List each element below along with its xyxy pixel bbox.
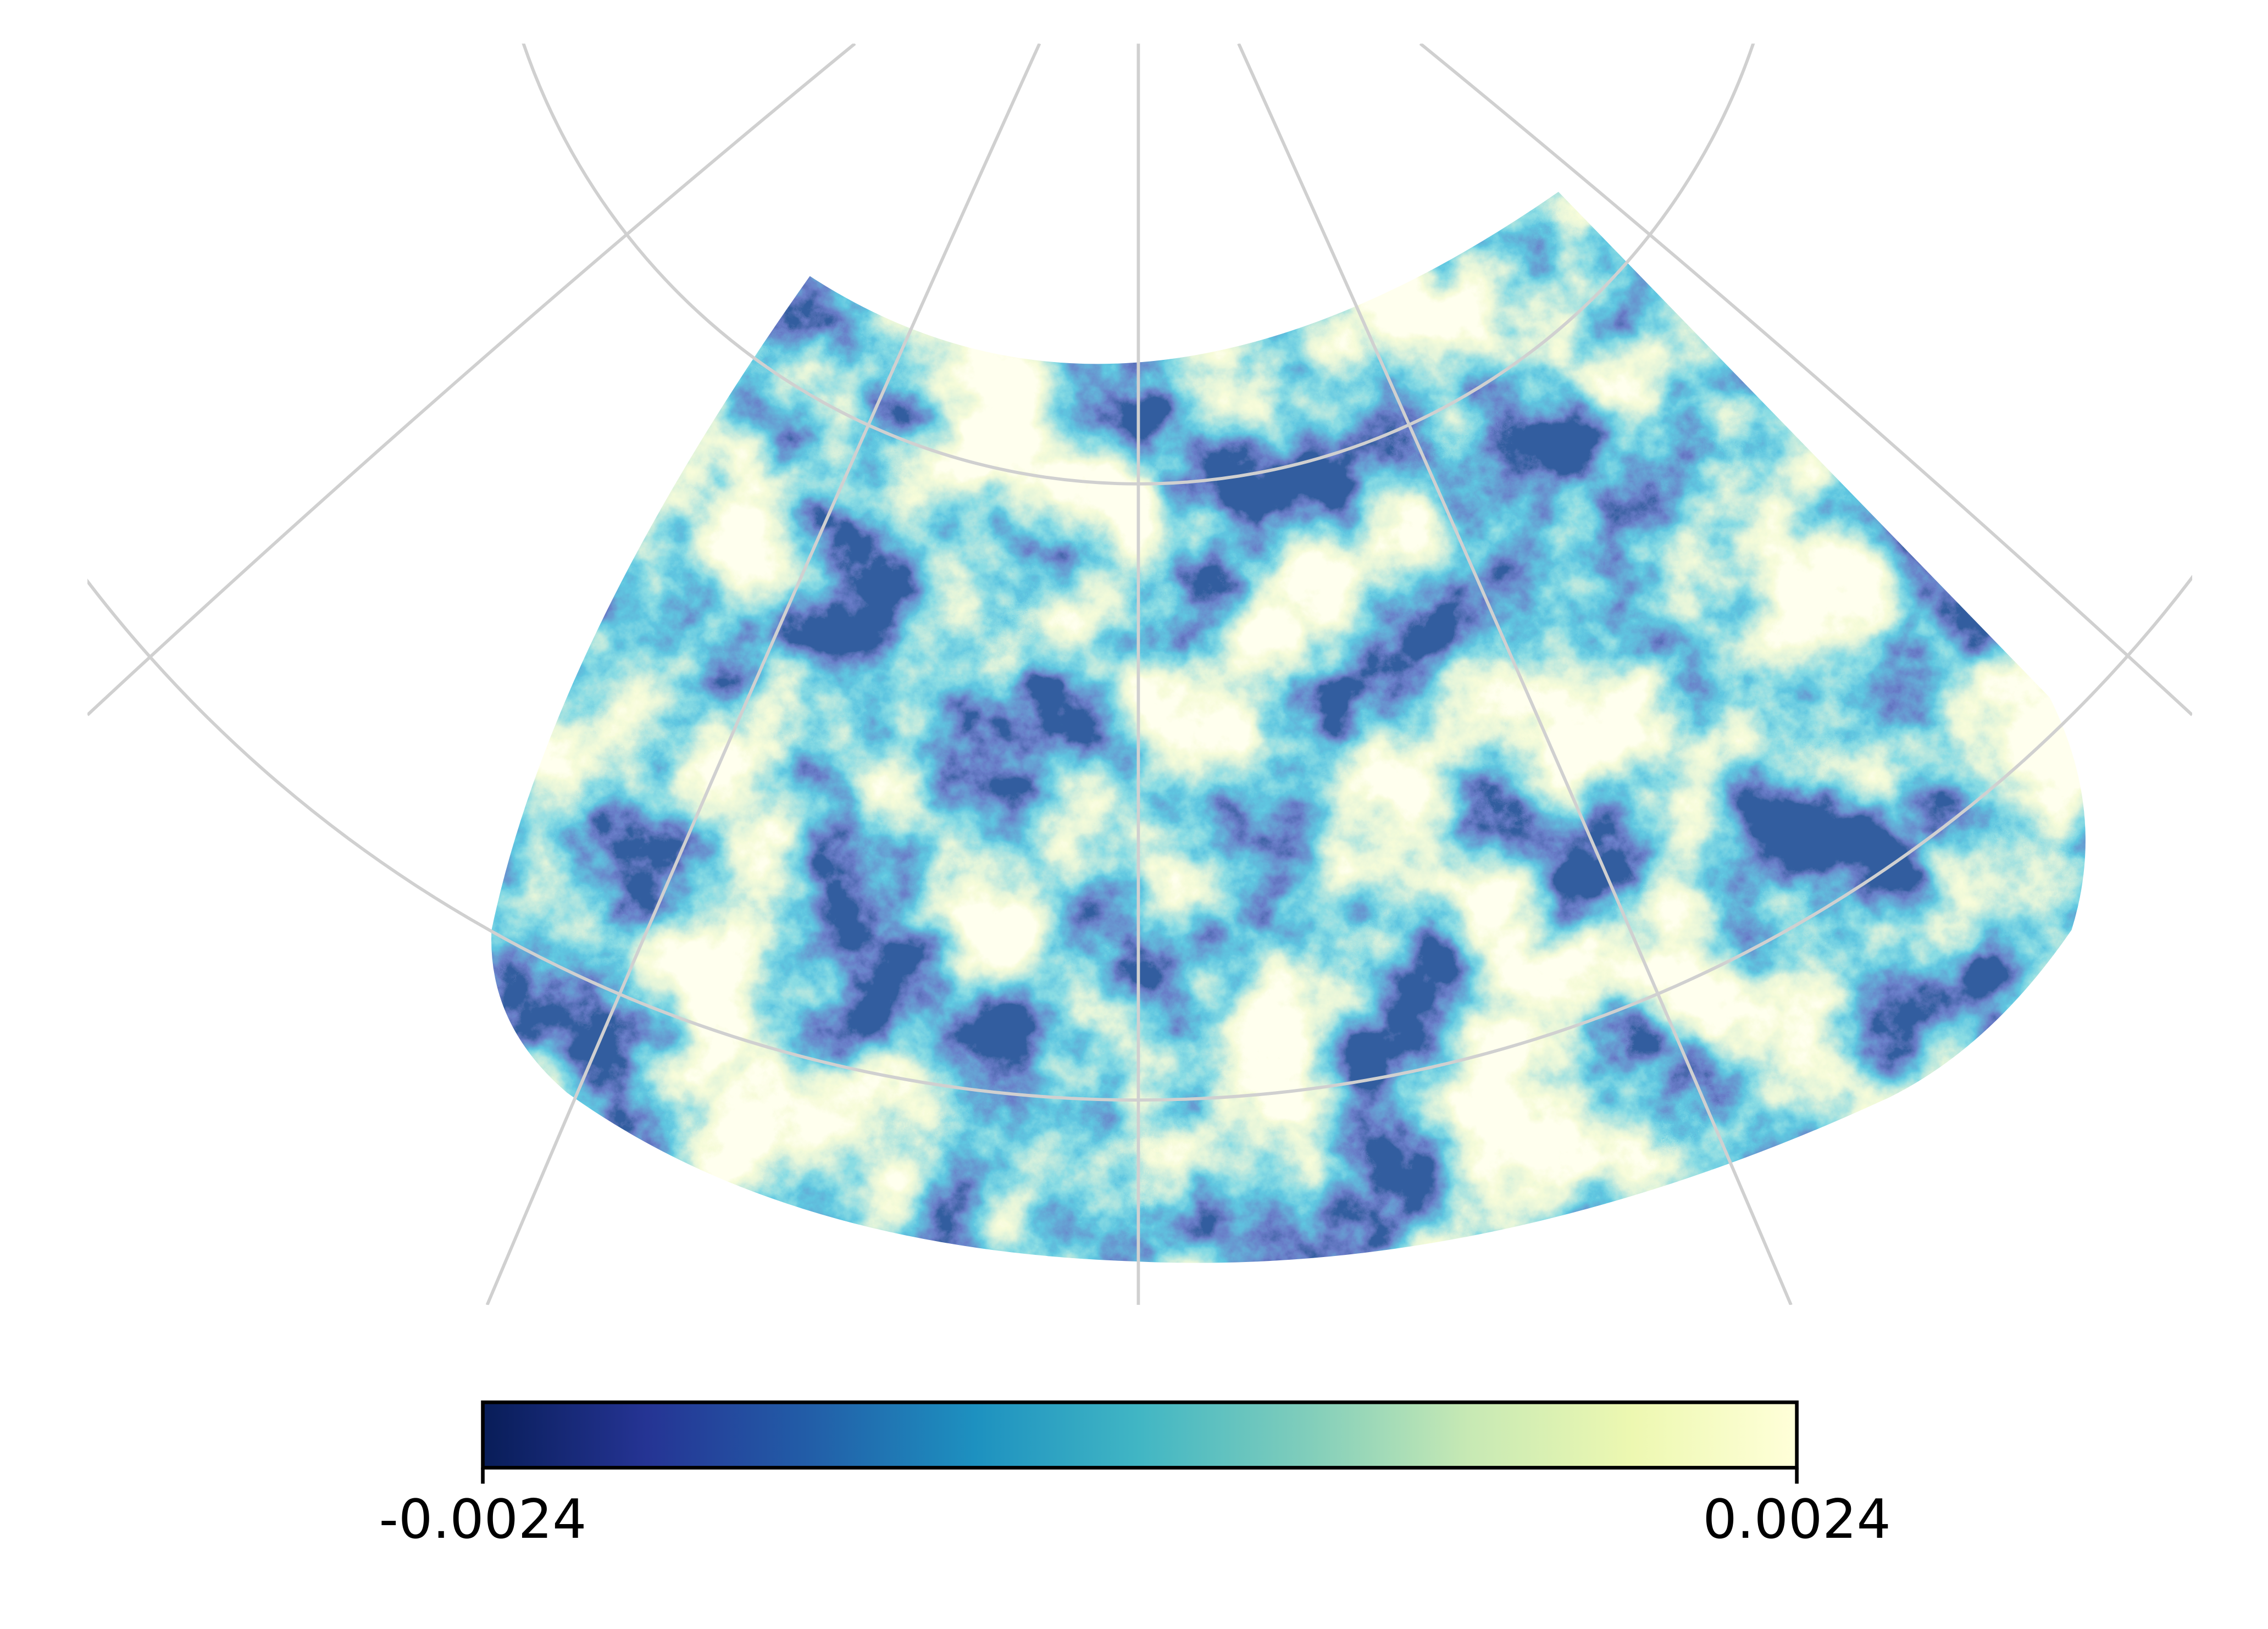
- meridian: [1237, 43, 1793, 1305]
- colorbar-tick-label: -0.0024: [379, 1488, 587, 1551]
- graticule: [87, 43, 2193, 1305]
- sky-field: [491, 192, 2086, 1263]
- meridian: [1419, 43, 2193, 716]
- parallel: [87, 574, 2193, 1102]
- colorbar: [481, 1400, 1799, 1470]
- meridian: [485, 43, 1041, 1305]
- parallel: [522, 43, 1755, 486]
- field-texture: [491, 192, 2086, 1263]
- meridian: [87, 43, 856, 716]
- colorbar-tick-label: 0.0024: [1703, 1488, 1890, 1551]
